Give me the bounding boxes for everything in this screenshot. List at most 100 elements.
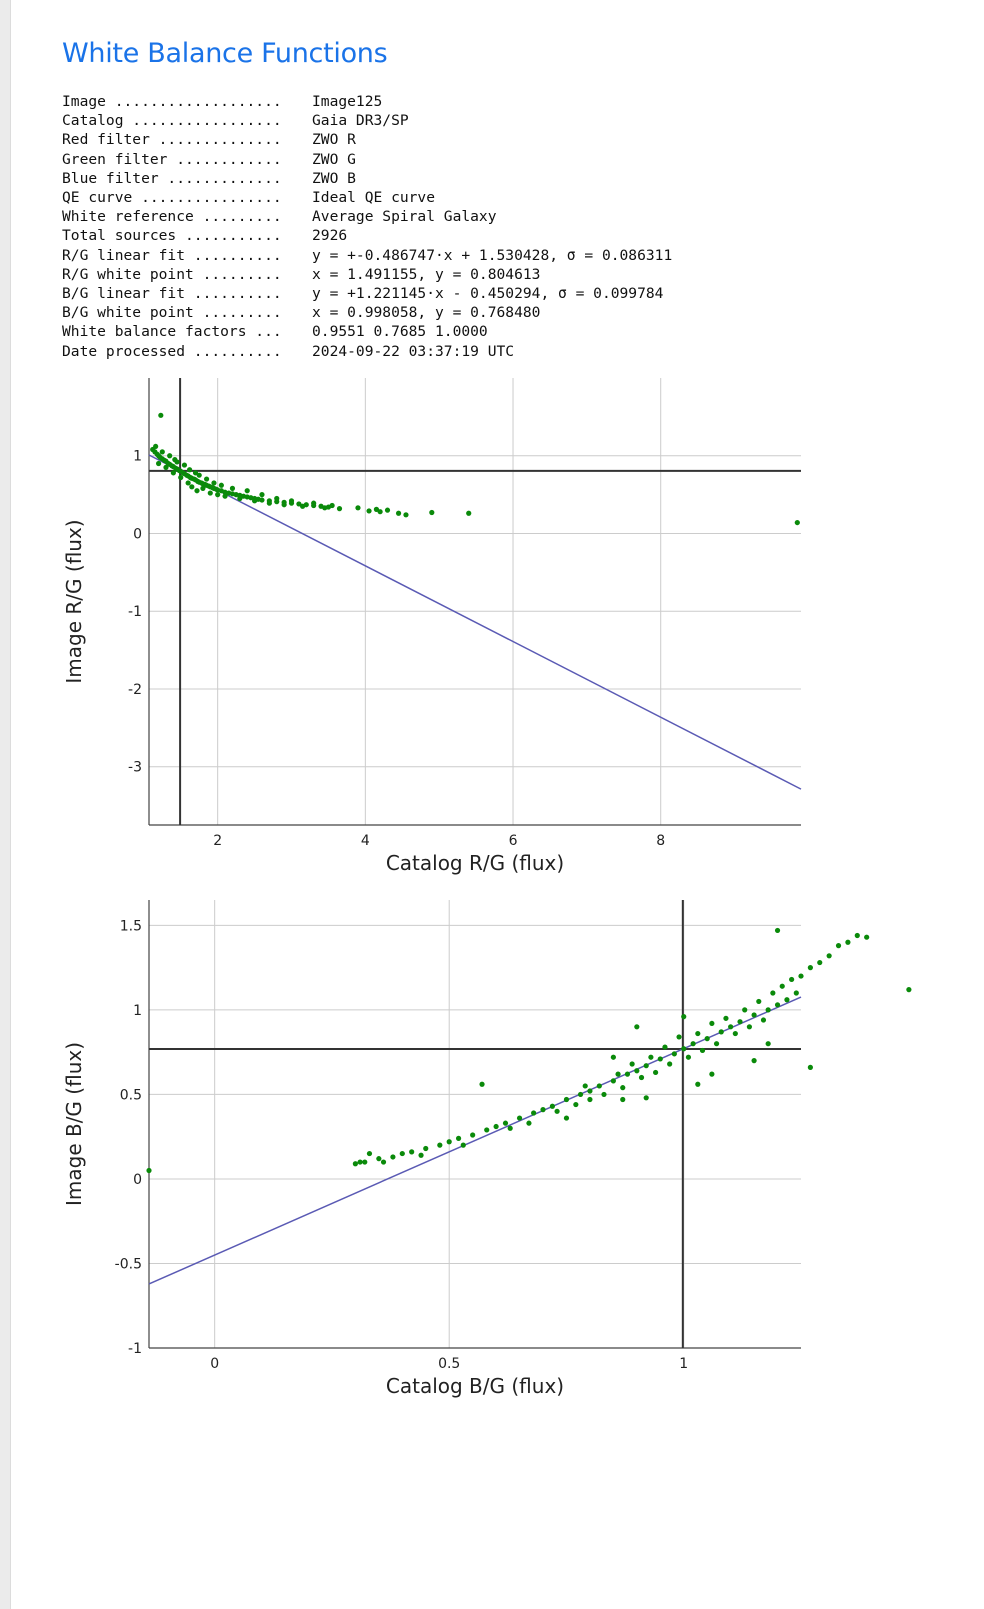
- data-point: [854, 932, 860, 939]
- data-point: [155, 460, 162, 467]
- y-tick-label: -3: [128, 760, 142, 776]
- data-point: [652, 1069, 659, 1076]
- report-row: White balance factors ... 0.9551 0.7685 1…: [62, 322, 672, 341]
- y-tick-label: -0.5: [115, 1256, 142, 1272]
- data-point: [587, 1088, 593, 1094]
- y-tick-label: 0: [133, 1172, 142, 1188]
- data-point: [634, 1068, 640, 1074]
- data-point: [807, 1064, 813, 1070]
- data-point: [770, 990, 776, 996]
- y-tick-label: -2: [128, 682, 142, 698]
- report-page: White Balance Functions Image ..........…: [10, 0, 984, 1609]
- data-point: [357, 1159, 363, 1165]
- data-point: [751, 1012, 757, 1018]
- data-point: [336, 506, 343, 512]
- data-point: [266, 500, 272, 506]
- y-axis-label: Image R/G (flux): [62, 519, 86, 683]
- page-title: White Balance Functions: [62, 38, 388, 69]
- data-point: [466, 510, 472, 516]
- data-point: [399, 1150, 405, 1157]
- data-point: [203, 476, 210, 482]
- data-point: [540, 1107, 546, 1113]
- x-tick-label: 1: [679, 1356, 688, 1372]
- linear-fit-line: [148, 996, 802, 1285]
- data-point: [784, 997, 790, 1003]
- data-point: [577, 1091, 584, 1098]
- data-point: [380, 1159, 387, 1165]
- data-point: [765, 1041, 771, 1047]
- data-point: [601, 1091, 607, 1098]
- data-point: [685, 1054, 692, 1060]
- data-point: [835, 943, 842, 949]
- data-point: [794, 519, 800, 526]
- data-point: [704, 1036, 710, 1042]
- data-point: [615, 1071, 621, 1077]
- data-point: [690, 1041, 696, 1047]
- data-point: [906, 987, 912, 993]
- data-point: [288, 498, 295, 504]
- report-value: 0.9551 0.7685 1.0000: [312, 323, 488, 341]
- data-point: [460, 1142, 466, 1148]
- report-row: Total sources ........... 2926: [62, 226, 672, 245]
- data-point: [196, 472, 202, 478]
- data-point: [554, 1108, 560, 1114]
- report-value: x = 0.998058, y = 0.768480: [312, 304, 541, 322]
- data-point: [437, 1142, 443, 1148]
- data-point: [718, 1029, 724, 1035]
- y-tick-label: 0: [133, 526, 142, 542]
- report-row: Green filter ............ ZWO G: [62, 150, 672, 169]
- data-point: [153, 443, 159, 450]
- data-point: [709, 1071, 715, 1077]
- data-point: [189, 484, 195, 490]
- data-point: [662, 1044, 668, 1050]
- data-point: [366, 508, 372, 514]
- data-point: [760, 1017, 767, 1023]
- report-label: B/G white point .........: [62, 304, 282, 322]
- data-point: [403, 512, 409, 518]
- report-label: Blue filter .............: [62, 169, 282, 187]
- data-point: [516, 1115, 523, 1121]
- data-point: [376, 1156, 382, 1162]
- data-point: [732, 1030, 738, 1037]
- data-point: [470, 1132, 476, 1138]
- data-point: [174, 459, 180, 465]
- y-tick-label: -1: [128, 1341, 142, 1357]
- report-row: Image ................... Image125: [62, 92, 672, 111]
- data-point: [259, 492, 265, 498]
- data-point: [648, 1054, 654, 1060]
- data-point: [479, 1081, 485, 1087]
- data-point: [671, 1051, 677, 1057]
- report-row: R/G white point ......... x = 1.491155, y…: [62, 265, 672, 284]
- data-point: [390, 1154, 396, 1160]
- report-label: Image ...................: [62, 93, 282, 110]
- x-tick-label: 2: [213, 833, 222, 849]
- data-point: [582, 1083, 588, 1089]
- report-row: Date processed .......... 2024-09-22 03:3…: [62, 342, 672, 361]
- data-point: [329, 502, 335, 509]
- data-point: [418, 1152, 424, 1158]
- x-axis-label: Catalog R/G (flux): [386, 851, 564, 875]
- report-value: y = +1.221145·x - 0.450294, σ = 0.099784: [312, 285, 664, 303]
- data-point: [807, 965, 813, 971]
- data-point: [192, 470, 199, 476]
- data-point: [311, 500, 317, 506]
- data-point: [756, 998, 762, 1005]
- report-row: Blue filter ............. ZWO B: [62, 169, 672, 188]
- data-point: [181, 462, 188, 468]
- data-point: [695, 1081, 701, 1087]
- x-tick-label: 8: [656, 833, 665, 849]
- data-point: [352, 1161, 358, 1167]
- data-point: [620, 1096, 626, 1103]
- report-label: Total sources ...........: [62, 227, 282, 245]
- data-point: [373, 506, 380, 512]
- report-row: R/G linear fit .......... y = +-0.486747·…: [62, 246, 672, 265]
- y-tick-label: 1: [133, 449, 142, 465]
- data-point: [146, 1167, 152, 1174]
- data-point: [620, 1085, 626, 1091]
- data-point: [774, 927, 781, 934]
- report-value: Image125: [312, 93, 383, 110]
- data-point: [737, 1019, 743, 1025]
- data-point: [167, 453, 173, 459]
- data-point: [798, 973, 804, 979]
